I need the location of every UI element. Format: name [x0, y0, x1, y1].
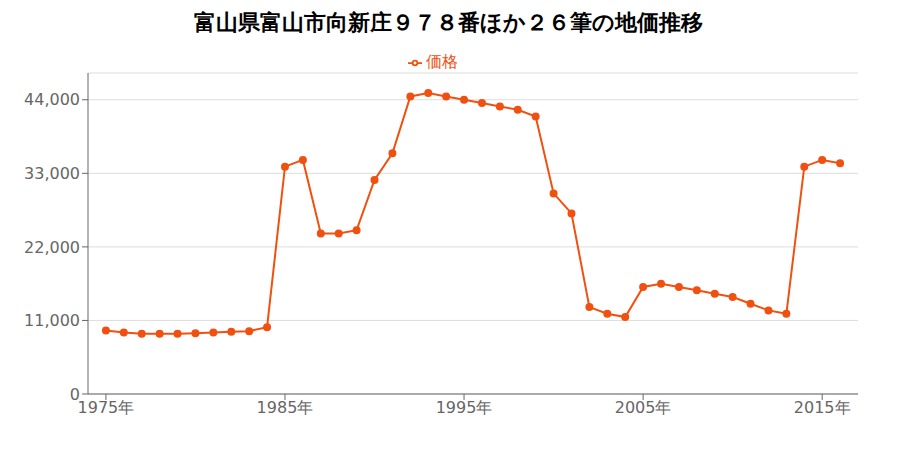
- svg-text:1975年: 1975年: [78, 398, 135, 417]
- svg-text:11,000: 11,000: [24, 311, 80, 330]
- svg-text:2005年: 2005年: [615, 398, 672, 417]
- html-text:価格: 価格: [426, 52, 458, 71]
- svg-text:0: 0: [70, 385, 80, 404]
- svg-text:33,000: 33,000: [24, 164, 80, 183]
- svg-text:22,000: 22,000: [24, 238, 80, 257]
- svg-text:2015年: 2015年: [794, 398, 851, 417]
- svg-text:1985年: 1985年: [257, 398, 314, 417]
- svg-text:1995年: 1995年: [436, 398, 493, 417]
- html-text:富山県富山市向新庄９７８番ほか２６筆の地価推移: 富山県富山市向新庄９７８番ほか２６筆の地価推移: [193, 10, 703, 35]
- svg-text:44,000: 44,000: [24, 90, 80, 109]
